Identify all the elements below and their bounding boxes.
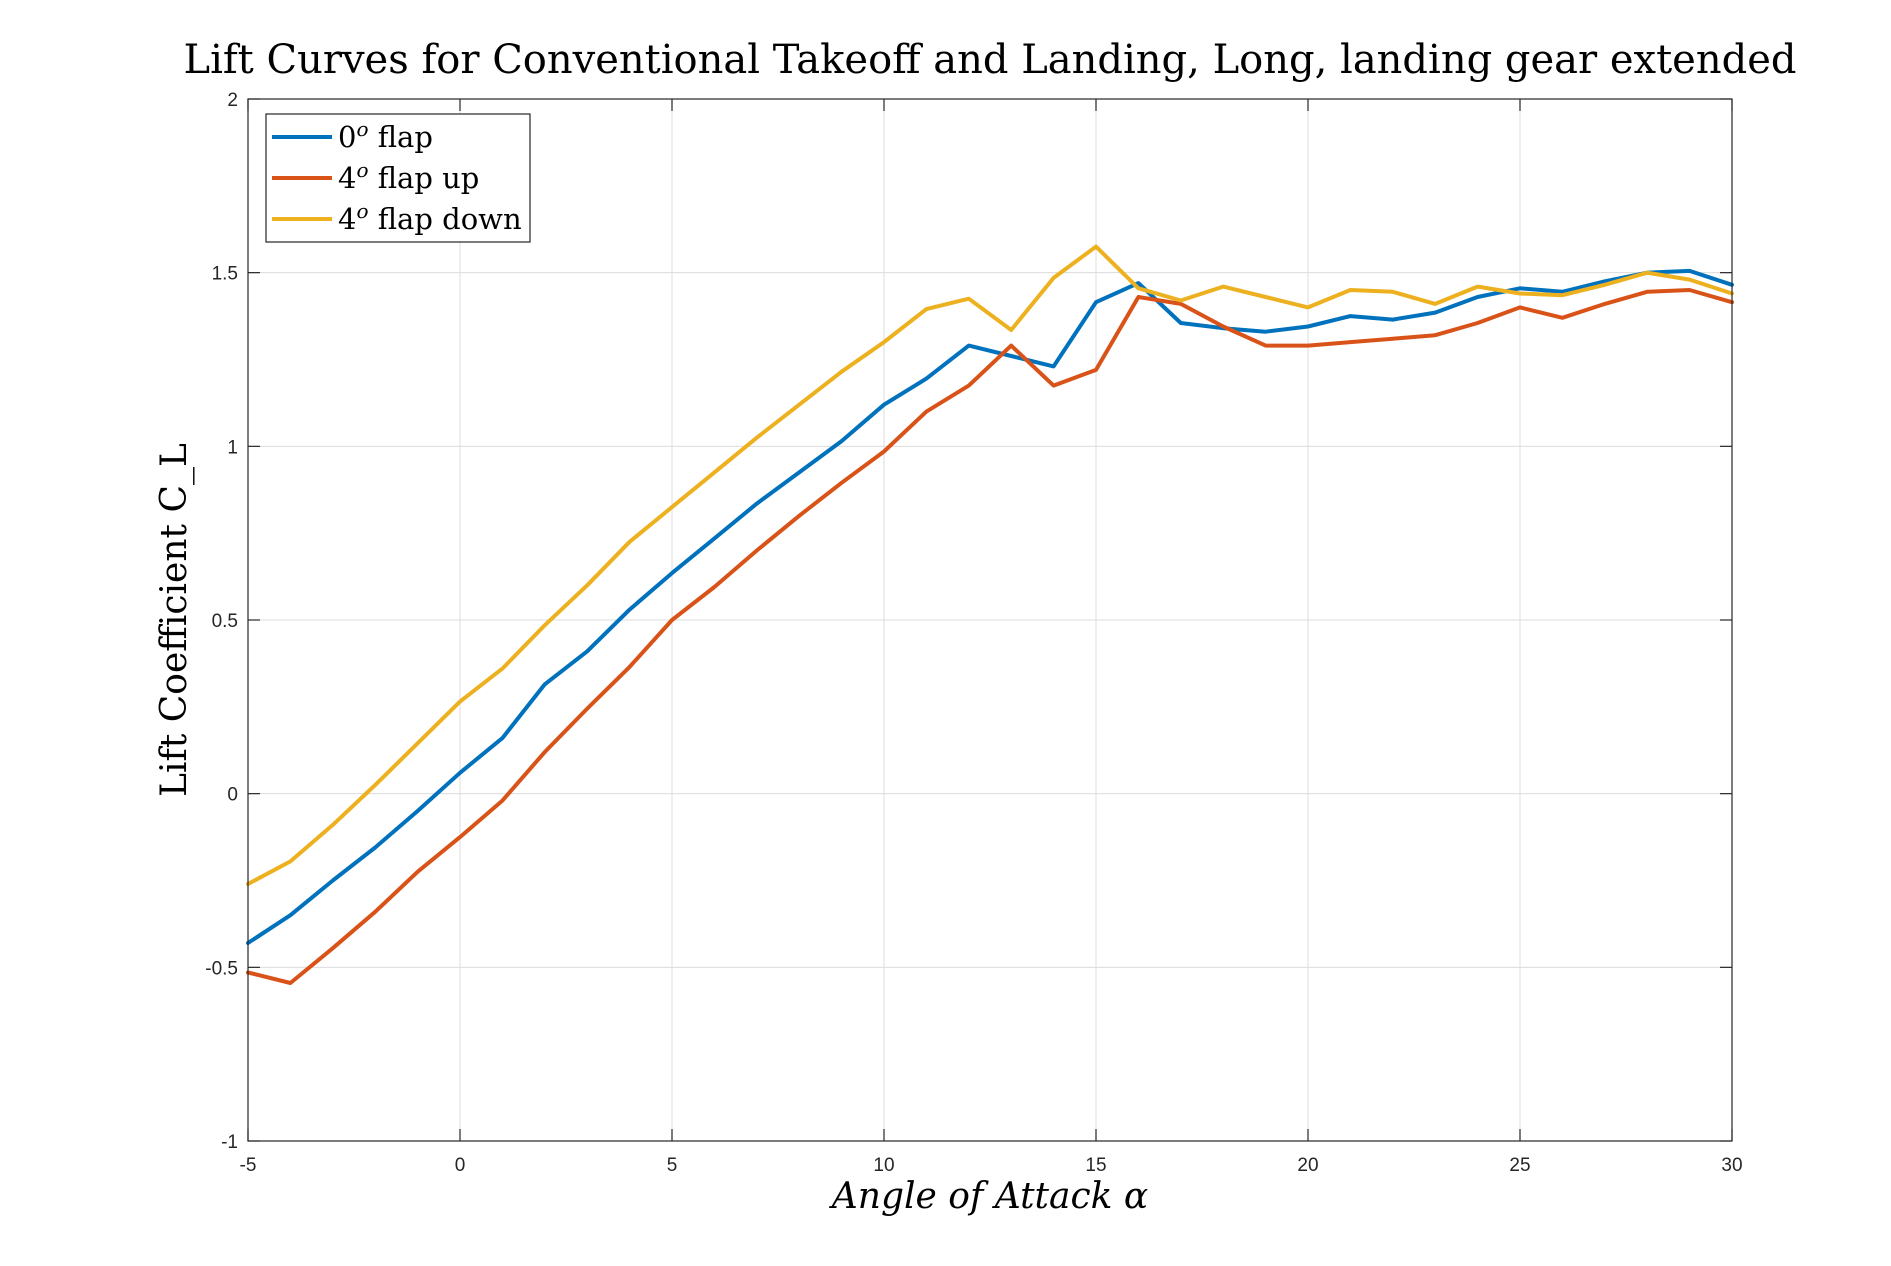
- ticks: [247, 98, 1733, 1142]
- x-tick-label: 10: [873, 1155, 894, 1176]
- legend-entry-main: 4: [338, 161, 356, 195]
- series-lines: [246, 244, 1734, 985]
- y-axis-label: Lift Coefficient C_L: [154, 443, 195, 797]
- y-tick-label: 0.5: [212, 611, 238, 632]
- x-tick-label: 15: [1085, 1155, 1106, 1176]
- legend-entry-superscript: o: [356, 199, 368, 223]
- legend-entry-label: flap up: [369, 161, 480, 195]
- legend-entry: 4o flap up: [338, 158, 479, 195]
- chart-title: Lift Curves for Conventional Takeoff and…: [184, 37, 1797, 83]
- legend-entry-main: 4: [338, 202, 356, 236]
- legend-entry: 0o flap: [338, 117, 433, 154]
- x-tick-label: -5: [240, 1155, 257, 1176]
- legend-entry-label: flap down: [369, 202, 522, 236]
- x-tick-labels: -5 0 5 10 15 20 25 30: [240, 1155, 1743, 1176]
- y-tick-label: 0: [227, 785, 238, 806]
- legend-entry: 4o flap down: [338, 199, 522, 236]
- x-tick-label: 25: [1509, 1155, 1530, 1176]
- series-line-2: [246, 244, 1734, 886]
- x-tick-label: 0: [455, 1155, 466, 1176]
- y-tick-label: -0.5: [205, 958, 238, 979]
- series-line-1: [246, 288, 1734, 985]
- y-tick-label: 2: [227, 90, 238, 111]
- y-tick-label: 1: [227, 437, 238, 458]
- y-tick-labels: -1 -0.5 0 0.5 1 1.5 2: [205, 90, 238, 1153]
- x-tick-label: 20: [1297, 1155, 1318, 1176]
- legend-entry-main: 0: [338, 120, 356, 154]
- legend-entry-superscript: o: [356, 117, 368, 141]
- legend-entry-label: flap: [369, 120, 433, 154]
- x-tick-label: 5: [667, 1155, 678, 1176]
- series-line-0: [246, 268, 1734, 945]
- x-tick-label: 30: [1721, 1155, 1742, 1176]
- y-tick-label: 1.5: [212, 264, 238, 285]
- legend-entry-superscript: o: [356, 158, 368, 182]
- x-axis-label: Angle of Attack α: [829, 1176, 1148, 1217]
- y-tick-label: -1: [221, 1132, 238, 1153]
